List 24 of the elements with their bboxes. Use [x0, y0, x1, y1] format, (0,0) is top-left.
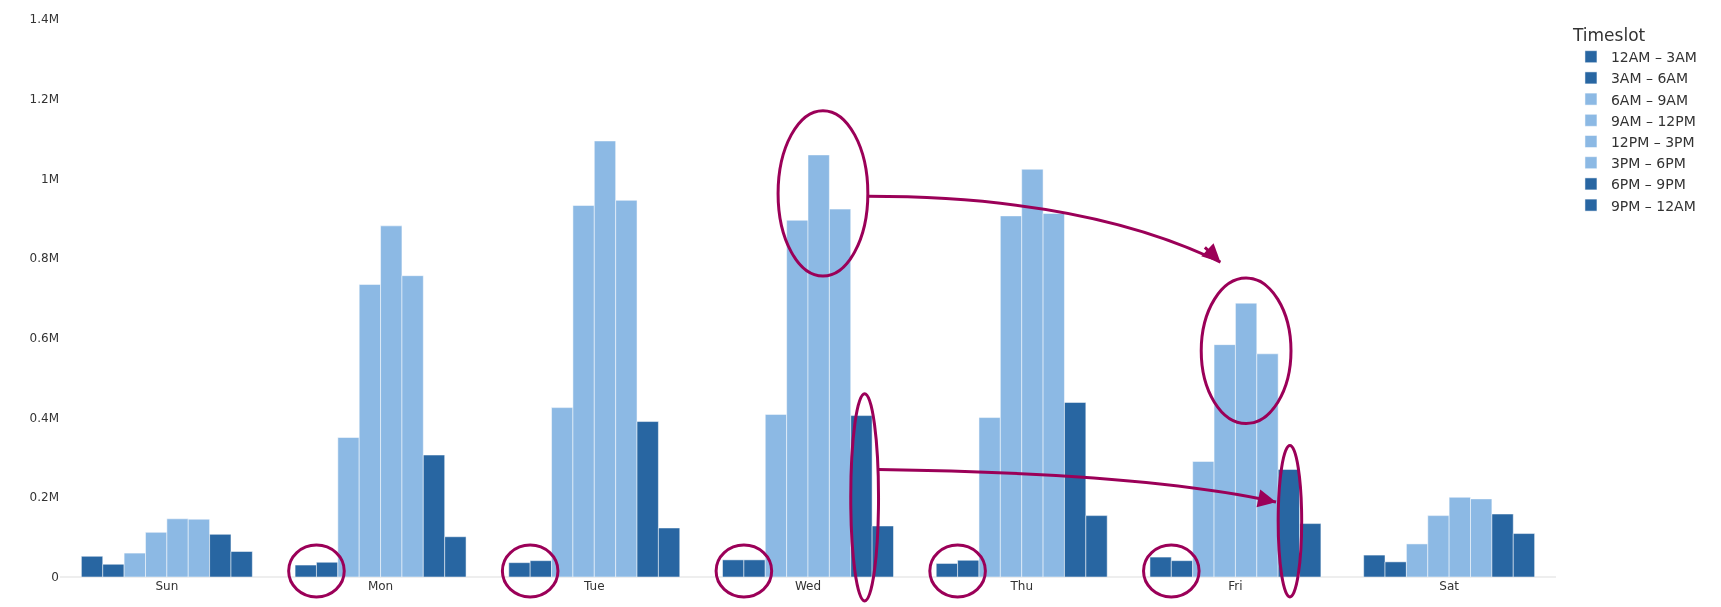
y-tick-label: 1.2M [29, 91, 59, 106]
legend-label: 12AM – 3AM [1610, 49, 1697, 66]
legend-label: 3AM – 6AM [1610, 70, 1688, 87]
x-tick-label: Mon [367, 579, 394, 593]
y-tick-label: 0.2M [29, 490, 59, 505]
x-tick-label: Fri [1228, 579, 1243, 593]
y-tick-label: 0.4M [29, 410, 59, 425]
y-tick-label: 0.8M [29, 251, 59, 266]
x-tick-label: Wed [794, 579, 822, 593]
y-tick-label: 1M [41, 171, 59, 186]
legend-label: 3PM – 6PM [1610, 155, 1686, 172]
y-tick-label: 0.6M [29, 331, 59, 346]
x-tick-label: Sat [1439, 579, 1460, 593]
x-tick-label: Tue [583, 579, 605, 593]
y-tick-label: 0 [51, 570, 59, 585]
x-tick-label: Thu [1009, 579, 1033, 593]
legend-label: 9PM – 12AM [1610, 197, 1696, 214]
legend-title: Timeslot [1571, 25, 1646, 46]
legend-label: 6AM – 9AM [1610, 91, 1688, 108]
legend-label: 12PM – 3PM [1610, 133, 1695, 150]
y-tick-label: 1.4M [29, 12, 59, 27]
legend-label: 6PM – 9PM [1610, 176, 1686, 193]
x-tick-label: Sun [155, 579, 179, 593]
legend-label: 9AM – 12PM [1610, 112, 1696, 129]
